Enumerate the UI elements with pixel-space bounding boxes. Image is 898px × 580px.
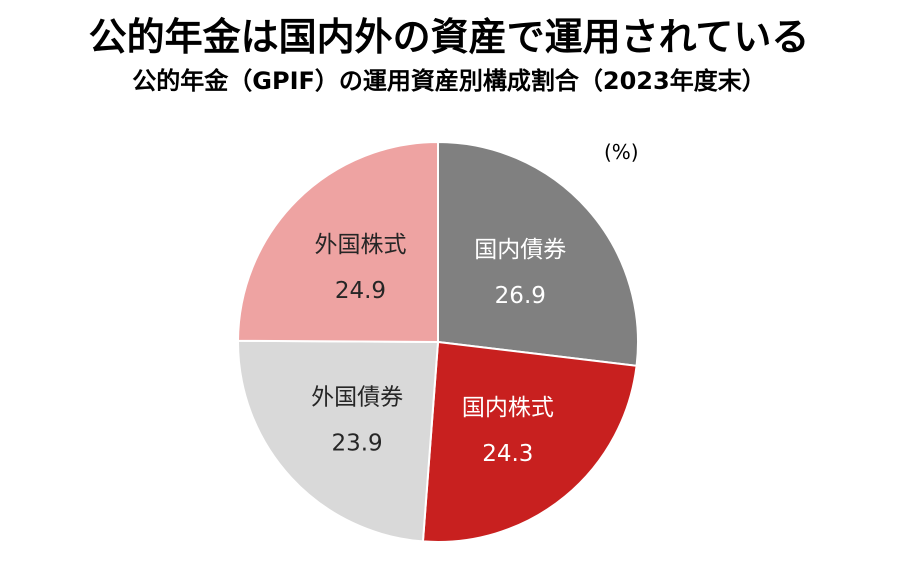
slice-category-label-1: 国内株式 [462,395,554,421]
chart-title: 公的年金は国内外の資産で運用されている [88,15,810,59]
pie-slice-2 [237,339,440,543]
slice-value-label-2: 23.9 [331,431,382,457]
slice-value-label-0: 26.9 [495,283,546,309]
pie-slice-1 [421,340,638,543]
slice-category-label-2: 外国債券 [311,385,403,411]
slice-value-label-3: 24.9 [335,278,386,304]
slice-value-label-1: 24.3 [482,441,533,467]
unit-label: (%) [604,140,639,164]
slice-category-label-3: 外国株式 [314,232,406,258]
pie-slice-3 [236,140,439,344]
chart-subtitle: 公的年金（GPIF）の運用資産別構成割合（2023年度末） [132,67,766,95]
slice-category-label-0: 国内債券 [474,237,566,263]
pie-slice-0 [437,140,639,367]
